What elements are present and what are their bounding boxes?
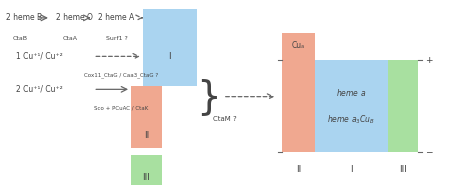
Text: 2 heme B: 2 heme B <box>6 13 42 22</box>
Text: II: II <box>144 131 149 140</box>
Text: II: II <box>296 166 301 174</box>
Text: heme $a_3$Cu$_B$: heme $a_3$Cu$_B$ <box>327 113 375 126</box>
Text: III: III <box>399 166 407 174</box>
Text: CtaB: CtaB <box>13 36 28 41</box>
Text: Sco + PCuAC / CtaK: Sco + PCuAC / CtaK <box>94 105 149 110</box>
Text: }: } <box>196 78 221 116</box>
Text: 2 Cu⁺¹/ Cu⁺²: 2 Cu⁺¹/ Cu⁺² <box>16 85 62 94</box>
Text: III: III <box>142 173 150 182</box>
Bar <box>315 60 388 152</box>
Bar <box>388 60 419 152</box>
Text: I: I <box>350 166 353 174</box>
Text: −: − <box>426 147 433 156</box>
Text: Surf1 ?: Surf1 ? <box>106 36 128 41</box>
Text: 2 heme O: 2 heme O <box>55 13 92 22</box>
Text: +: + <box>426 55 433 65</box>
Text: heme $a$: heme $a$ <box>336 87 366 98</box>
Text: 1 Cu⁺¹/ Cu⁺²: 1 Cu⁺¹/ Cu⁺² <box>16 52 62 61</box>
Bar <box>143 9 197 86</box>
Text: 2 heme A: 2 heme A <box>98 13 134 22</box>
Bar <box>131 155 162 185</box>
Text: Cox11_CtaG / Caa3_CtaG ?: Cox11_CtaG / Caa3_CtaG ? <box>84 72 159 78</box>
Text: CtaM ?: CtaM ? <box>213 116 237 122</box>
Text: CtaA: CtaA <box>62 36 77 41</box>
Text: Cuₐ: Cuₐ <box>292 41 305 50</box>
Bar <box>131 86 162 148</box>
Bar <box>282 33 315 152</box>
Text: I: I <box>169 52 171 61</box>
